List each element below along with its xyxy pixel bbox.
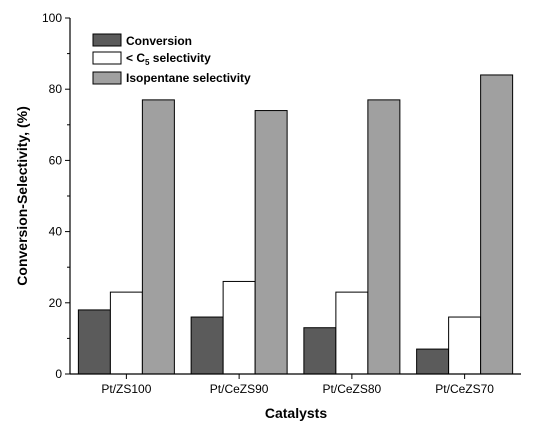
legend-swatch-isopentane-selectivity xyxy=(92,71,122,85)
axes-layer: 0 20 40 60 80 100 Pt/ZS100 Pt/CeZS90 Pt/CeZS80 Pt… xyxy=(42,11,521,396)
y-tick-label: 40 xyxy=(49,225,63,239)
legend-label-c5-selectivity: < C5 selectivity xyxy=(126,51,211,67)
y-axis-title: Conversion-Selectivity, (%) xyxy=(14,106,30,285)
legend-label-c5-subscript: 5 xyxy=(145,58,150,67)
y-tick-label: 100 xyxy=(42,11,62,25)
bar-2-3 xyxy=(480,74,514,375)
y-tick-label: 80 xyxy=(49,82,63,96)
x-tick-label: Pt/CeZS70 xyxy=(435,382,494,396)
bar-0-3 xyxy=(416,348,450,375)
legend-label-c5-suffix: selectivity xyxy=(149,51,211,65)
bar-2-2 xyxy=(367,99,401,375)
bar-1-2 xyxy=(335,291,369,375)
y-tick-label: 0 xyxy=(55,367,62,381)
y-tick-label: 20 xyxy=(49,296,63,310)
bar-2-0 xyxy=(141,99,175,375)
bar-1-3 xyxy=(448,316,482,375)
bar-0-2 xyxy=(303,327,337,375)
bars-layer xyxy=(77,74,514,375)
x-axis-title: Catalysts xyxy=(265,405,327,421)
x-tick-label: Pt/ZS100 xyxy=(101,382,151,396)
bar-0-1 xyxy=(190,316,224,375)
x-tick-label: Pt/CeZS80 xyxy=(323,382,382,396)
legend-swatch-conversion xyxy=(92,33,122,47)
legend-swatch-c5-selectivity xyxy=(92,51,122,65)
legend-label-c5-prefix: < C xyxy=(126,51,145,65)
bar-2-1 xyxy=(254,110,288,375)
legend-label-isopentane-selectivity: Isopentane selectivity xyxy=(126,71,251,85)
bar-1-0 xyxy=(109,291,143,375)
x-tick-label: Pt/CeZS90 xyxy=(210,382,269,396)
y-tick-label: 60 xyxy=(49,153,63,167)
bar-1-1 xyxy=(222,280,256,375)
bar-0-0 xyxy=(77,309,111,375)
legend: Conversion < C5 selectivity Isopentane s… xyxy=(92,33,251,85)
legend-label-conversion: Conversion xyxy=(126,34,192,48)
